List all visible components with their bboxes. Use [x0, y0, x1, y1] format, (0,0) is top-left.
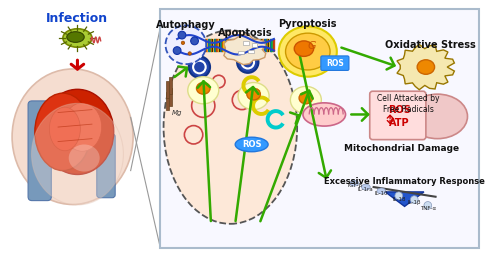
- Text: ATP: ATP: [390, 118, 410, 128]
- Ellipse shape: [181, 41, 184, 44]
- Bar: [166, 92, 170, 110]
- Text: Oxidative Stress: Oxidative Stress: [386, 40, 476, 50]
- Ellipse shape: [362, 184, 370, 190]
- Bar: [170, 88, 172, 106]
- Text: Apoptosis: Apoptosis: [218, 28, 272, 38]
- Polygon shape: [224, 35, 266, 65]
- Ellipse shape: [237, 52, 258, 73]
- Ellipse shape: [408, 94, 468, 139]
- Ellipse shape: [417, 60, 434, 74]
- Ellipse shape: [294, 41, 314, 56]
- Text: Mitochondrial Damage: Mitochondrial Damage: [344, 143, 459, 152]
- Text: Excessive Inflammatory Response: Excessive Inflammatory Response: [324, 177, 485, 186]
- Text: IL-1β: IL-1β: [408, 200, 421, 205]
- Text: G: G: [308, 41, 316, 51]
- Ellipse shape: [395, 192, 402, 200]
- Text: Pyroptosis: Pyroptosis: [278, 19, 337, 29]
- Ellipse shape: [50, 107, 80, 151]
- Ellipse shape: [188, 77, 218, 104]
- Ellipse shape: [188, 56, 210, 78]
- Text: ROS: ROS: [242, 140, 262, 149]
- Ellipse shape: [41, 89, 114, 175]
- Ellipse shape: [247, 88, 260, 100]
- Ellipse shape: [63, 29, 92, 47]
- Bar: [166, 81, 170, 98]
- Ellipse shape: [196, 82, 210, 94]
- Ellipse shape: [188, 52, 192, 55]
- Ellipse shape: [166, 25, 206, 64]
- Text: TNF-α: TNF-α: [420, 206, 436, 211]
- Ellipse shape: [303, 103, 346, 126]
- FancyBboxPatch shape: [97, 134, 115, 198]
- Ellipse shape: [190, 37, 198, 45]
- Polygon shape: [385, 192, 424, 206]
- Bar: [238, 51, 244, 54]
- Ellipse shape: [12, 69, 133, 205]
- Ellipse shape: [410, 196, 418, 204]
- Text: IL-18: IL-18: [392, 197, 406, 201]
- Ellipse shape: [377, 188, 386, 194]
- Text: Autophagy: Autophagy: [156, 20, 216, 30]
- Ellipse shape: [235, 137, 268, 152]
- FancyBboxPatch shape: [28, 101, 52, 201]
- Ellipse shape: [279, 26, 337, 77]
- Ellipse shape: [164, 30, 297, 224]
- Ellipse shape: [178, 31, 186, 39]
- Ellipse shape: [350, 180, 358, 186]
- Text: Cell Attacked by
Free Radicals: Cell Attacked by Free Radicals: [377, 94, 440, 114]
- Ellipse shape: [35, 93, 91, 171]
- FancyBboxPatch shape: [370, 91, 426, 140]
- Ellipse shape: [68, 144, 100, 172]
- Text: ROS: ROS: [388, 105, 411, 115]
- Text: TGF-β: TGF-β: [346, 183, 362, 188]
- FancyBboxPatch shape: [321, 56, 349, 70]
- Ellipse shape: [63, 103, 102, 151]
- Ellipse shape: [286, 33, 330, 70]
- Bar: [243, 41, 249, 45]
- Text: IL-10: IL-10: [374, 191, 388, 196]
- Bar: [160, 9, 479, 248]
- Ellipse shape: [67, 32, 84, 42]
- Ellipse shape: [424, 201, 432, 209]
- Ellipse shape: [299, 92, 312, 104]
- Ellipse shape: [32, 103, 124, 205]
- Ellipse shape: [290, 86, 322, 114]
- Text: Mg: Mg: [172, 111, 183, 116]
- Polygon shape: [397, 44, 454, 90]
- Bar: [248, 50, 254, 53]
- Ellipse shape: [174, 47, 181, 54]
- Text: Infection: Infection: [46, 12, 108, 25]
- Bar: [170, 77, 172, 94]
- Bar: [252, 43, 258, 47]
- Text: ROS: ROS: [326, 59, 344, 68]
- Text: IL-1ra: IL-1ra: [358, 187, 374, 192]
- Ellipse shape: [238, 82, 269, 110]
